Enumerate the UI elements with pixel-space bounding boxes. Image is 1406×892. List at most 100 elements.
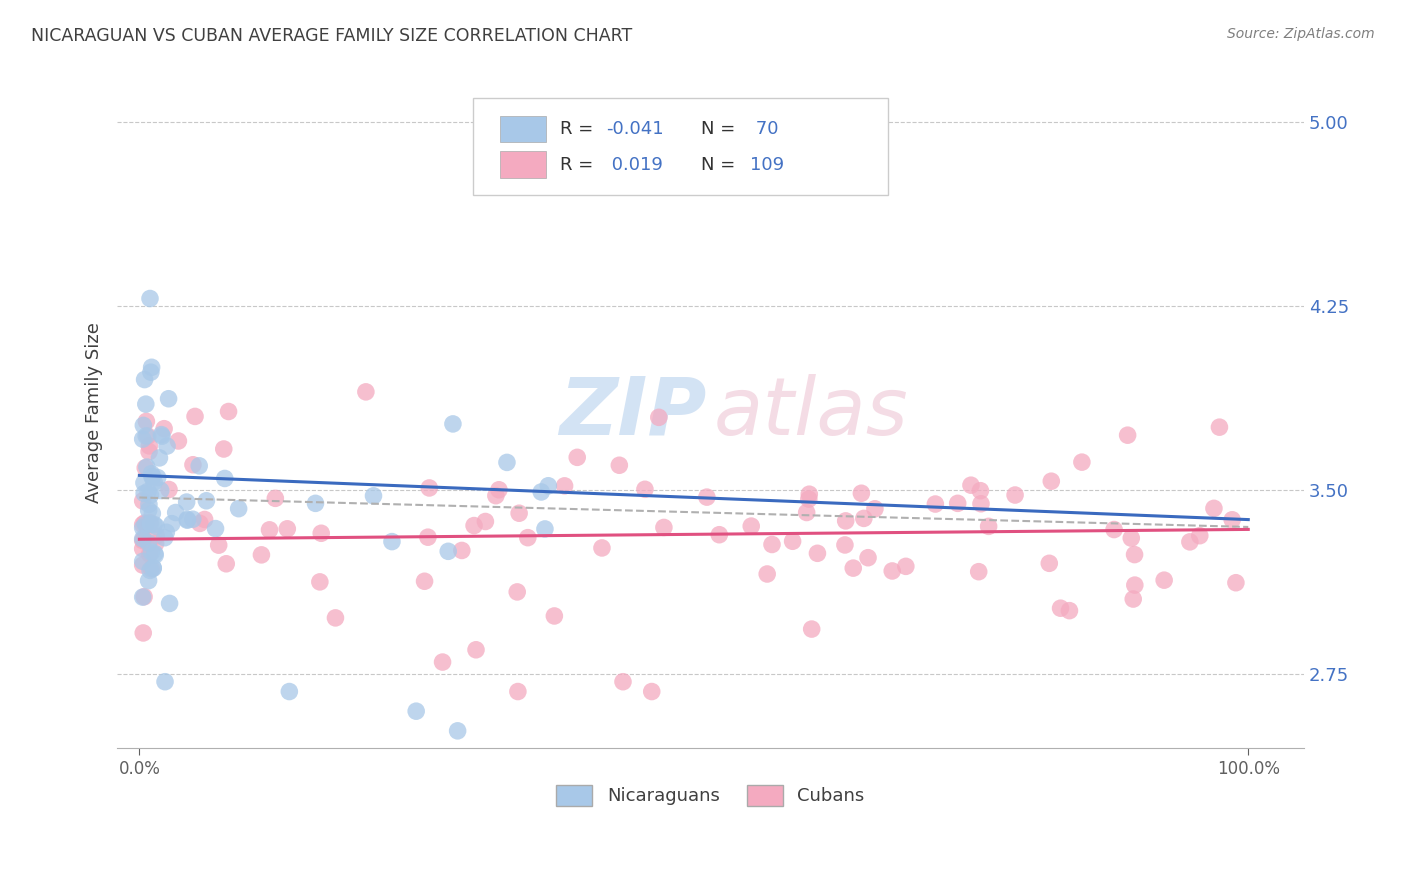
Point <box>228 501 250 516</box>
Point <box>150 429 173 443</box>
Point <box>142 560 165 574</box>
Point <box>842 561 865 575</box>
Point <box>834 538 856 552</box>
Point <box>141 507 163 521</box>
Point <box>138 536 160 550</box>
Point <box>250 548 273 562</box>
Point <box>863 501 886 516</box>
Point <box>534 522 557 536</box>
Point <box>208 538 231 552</box>
Point <box>641 684 664 698</box>
Point <box>799 487 821 501</box>
Point <box>176 495 198 509</box>
Point <box>852 511 875 525</box>
Point <box>432 655 454 669</box>
Point <box>188 516 211 531</box>
Point <box>761 537 783 551</box>
Point <box>463 518 485 533</box>
Point <box>131 521 153 535</box>
Point <box>696 490 718 504</box>
Bar <box>501 152 546 178</box>
Point <box>806 546 828 560</box>
Point <box>508 506 530 520</box>
Point <box>416 530 439 544</box>
Point <box>153 531 176 545</box>
Text: -0.041: -0.041 <box>606 120 664 138</box>
Point <box>1121 531 1143 545</box>
Point <box>967 565 990 579</box>
Point <box>176 512 198 526</box>
Point <box>156 439 179 453</box>
Text: ZIP: ZIP <box>560 374 707 451</box>
Legend: Nicaraguans, Cubans: Nicaraguans, Cubans <box>550 778 872 813</box>
Point <box>139 488 162 502</box>
Point <box>135 460 157 475</box>
Point <box>212 442 235 456</box>
Point <box>142 469 165 483</box>
Point <box>153 422 176 436</box>
Point <box>496 455 519 469</box>
Point <box>136 429 159 443</box>
Point <box>882 564 904 578</box>
Point <box>131 590 153 604</box>
Text: N =: N = <box>702 120 741 138</box>
Point <box>304 496 326 510</box>
Point <box>278 684 301 698</box>
Point <box>740 519 762 533</box>
Point <box>1188 529 1211 543</box>
Point <box>138 444 160 458</box>
Point <box>276 522 298 536</box>
Point <box>135 429 157 443</box>
Point <box>797 492 820 507</box>
Bar <box>501 116 546 143</box>
Point <box>135 397 157 411</box>
Point <box>181 512 204 526</box>
Y-axis label: Average Family Size: Average Family Size <box>86 322 103 503</box>
Point <box>141 470 163 484</box>
Point <box>195 493 218 508</box>
Point <box>141 545 163 559</box>
Point <box>145 536 167 550</box>
Point <box>537 479 560 493</box>
Text: R =: R = <box>560 120 599 138</box>
Point <box>418 481 440 495</box>
Point <box>139 563 162 577</box>
Point <box>264 491 287 506</box>
Point <box>167 434 190 448</box>
Point <box>145 529 167 543</box>
Point <box>485 489 508 503</box>
Point <box>138 498 160 512</box>
Point <box>363 489 385 503</box>
Point <box>634 483 657 497</box>
Point <box>176 513 198 527</box>
Point <box>652 520 675 534</box>
Point <box>131 533 153 548</box>
Text: N =: N = <box>702 155 741 174</box>
Text: R =: R = <box>560 155 599 174</box>
Point <box>138 574 160 588</box>
Point <box>215 557 238 571</box>
Point <box>1153 573 1175 587</box>
Point <box>796 506 818 520</box>
Point <box>135 517 157 532</box>
Point <box>1225 575 1247 590</box>
Point <box>146 470 169 484</box>
Point <box>506 684 529 698</box>
Point <box>135 518 157 533</box>
Point <box>143 517 166 532</box>
Point <box>141 467 163 481</box>
Point <box>1220 513 1243 527</box>
Point <box>134 373 156 387</box>
Point <box>181 458 204 472</box>
Point <box>132 590 155 604</box>
Point <box>143 548 166 562</box>
Point <box>970 497 993 511</box>
Point <box>437 544 460 558</box>
Point <box>188 458 211 473</box>
Text: NICARAGUAN VS CUBAN AVERAGE FAMILY SIZE CORRELATION CHART: NICARAGUAN VS CUBAN AVERAGE FAMILY SIZE … <box>31 27 633 45</box>
Point <box>159 596 181 610</box>
Point <box>131 432 153 446</box>
Point <box>441 417 464 431</box>
Point <box>194 512 217 526</box>
Point <box>131 541 153 556</box>
